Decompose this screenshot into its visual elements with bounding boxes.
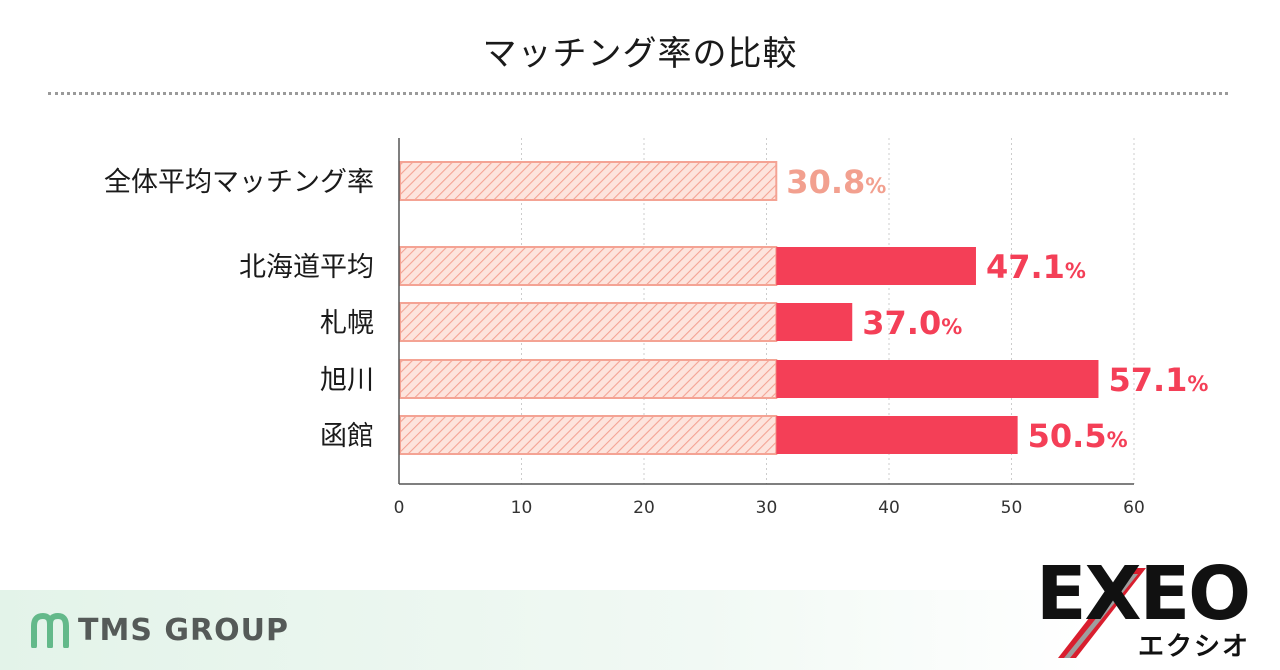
value-label: 50.5% — [1028, 417, 1128, 455]
value-label-unit: % — [1187, 372, 1208, 396]
highlight-bar — [776, 360, 1099, 398]
value-label: 30.8% — [786, 163, 886, 201]
x-tick-label: 60 — [1123, 498, 1145, 518]
x-tick-label: 10 — [511, 498, 533, 518]
x-tick-label: 40 — [878, 498, 900, 518]
exeo-kana: エクシオ — [1138, 632, 1251, 662]
category-label: 札幌 — [320, 308, 374, 339]
x-tick-label: 20 — [633, 498, 655, 518]
value-label-unit: % — [1065, 259, 1086, 283]
x-tick-label: 0 — [394, 498, 405, 518]
chart-title: マッチング率の比較 — [482, 34, 798, 74]
exeo-wordmark: EXEO — [1036, 551, 1251, 637]
value-label: 37.0% — [862, 304, 962, 342]
highlight-bar — [776, 416, 1018, 454]
tms-leaf-icon — [31, 612, 69, 648]
tms-group-logo: TMS GROUP — [30, 608, 289, 652]
category-label: 旭川 — [320, 365, 374, 396]
tms-group-text: TMS GROUP — [78, 612, 289, 648]
value-label-unit: % — [1107, 428, 1128, 452]
x-tick-label: 50 — [1001, 498, 1023, 518]
highlight-bar — [776, 303, 853, 341]
category-label: 函館 — [320, 421, 374, 452]
baseline-bar — [399, 246, 778, 286]
baseline-bar — [399, 415, 778, 455]
value-label-unit: % — [941, 315, 962, 339]
x-tick-label: 30 — [756, 498, 778, 518]
bar-chart: 全体平均マッチング率 30.8% 北海道平均 47.1% 札幌 37.0% 旭川 57.1% 函… — [104, 138, 1208, 518]
category-label: 全体平均マッチング率 — [104, 167, 374, 198]
highlight-bar — [776, 247, 976, 285]
baseline-bar — [399, 359, 778, 399]
value-label: 57.1% — [1108, 361, 1208, 399]
exeo-logo: EXEO エクシオ — [1028, 554, 1276, 664]
baseline-bar — [399, 302, 778, 342]
baseline-bar — [399, 161, 778, 201]
value-label-unit: % — [865, 174, 886, 198]
category-label: 北海道平均 — [239, 252, 374, 283]
title-divider — [48, 92, 1228, 95]
value-label: 47.1% — [986, 248, 1086, 286]
exeo-swoosh-icon — [1058, 568, 1146, 658]
